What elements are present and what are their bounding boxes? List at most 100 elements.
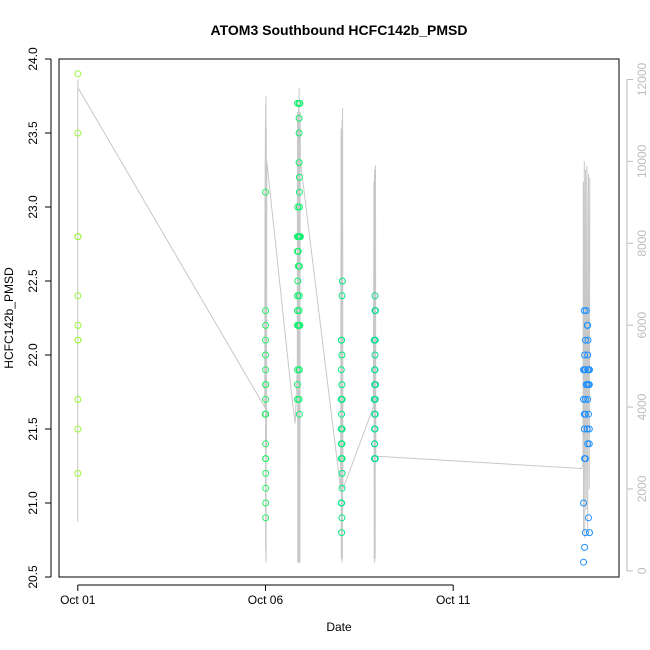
data-point: [581, 395, 589, 403]
x-tick-label: Oct 11: [436, 593, 471, 607]
data-point: [295, 114, 303, 122]
data-point: [262, 440, 270, 448]
data-point: [295, 159, 303, 167]
data-point: [584, 395, 592, 403]
data-point: [580, 499, 587, 507]
data-point: [338, 469, 346, 477]
y-left-tick-label: 21.5: [26, 417, 40, 441]
data-point: [584, 336, 592, 344]
data-point: [294, 277, 302, 285]
data-point: [262, 395, 270, 403]
y-right-tick-label: 6000: [635, 311, 649, 338]
data-point: [580, 425, 588, 433]
y-left-tick-label: 20.5: [26, 565, 40, 589]
data-point: [371, 425, 379, 433]
data-point: [296, 321, 304, 329]
data-point: [371, 351, 379, 359]
data-point: [294, 381, 301, 389]
y-right-tick-label: 0: [635, 567, 649, 574]
data-point: [371, 366, 379, 374]
data-point: [371, 440, 379, 448]
data-point: [296, 233, 304, 241]
data-point: [372, 381, 379, 389]
data-point: [372, 307, 379, 315]
y-right-tick-label: 12000: [635, 62, 649, 96]
data-point: [581, 336, 589, 344]
altitude-line: [77, 79, 591, 563]
data-point: [295, 366, 303, 374]
data-point: [295, 188, 303, 196]
data-point: [584, 351, 592, 359]
x-tick-label: Oct 01: [60, 593, 96, 607]
data-point: [338, 351, 346, 359]
data-point: [262, 514, 270, 522]
data-point: [262, 351, 269, 359]
data-points-layer: [74, 70, 593, 566]
data-point: [581, 351, 589, 359]
x-tick-label: Oct 06: [248, 593, 284, 607]
data-point: [262, 381, 270, 389]
x-axis-label: Date: [326, 620, 352, 634]
y-left-tick-label: 21.0: [26, 491, 40, 515]
data-point: [262, 469, 270, 477]
data-point: [371, 395, 379, 403]
data-point: [338, 381, 346, 389]
data-point: [580, 307, 588, 315]
data-point: [74, 336, 82, 344]
data-point: [581, 529, 589, 537]
data-point: [581, 455, 589, 463]
data-point: [295, 129, 303, 137]
data-point: [262, 366, 270, 374]
data-point: [262, 307, 270, 315]
data-point: [337, 366, 345, 374]
data-point: [338, 499, 346, 507]
y-axis-label: HCFC142b_PMSD: [2, 267, 16, 369]
data-point: [585, 440, 593, 448]
data-point: [295, 292, 303, 300]
data-point: [74, 469, 82, 477]
data-point: [338, 440, 346, 448]
data-point: [582, 307, 590, 315]
data-point: [74, 233, 82, 241]
data-point: [294, 247, 302, 255]
data-point: [262, 484, 270, 492]
data-point: [338, 455, 346, 463]
data-point: [371, 292, 379, 300]
data-point: [585, 381, 593, 389]
data-point: [262, 455, 270, 463]
data-point: [338, 277, 346, 285]
data-point: [262, 410, 270, 418]
data-point: [74, 425, 82, 433]
data-point: [580, 395, 587, 403]
altitude-trace-layer: [77, 79, 591, 563]
data-point: [586, 366, 593, 374]
axes-layer: 20.5 21.0 21.5 22.0 22.5 23.0 23.5 24.0 0 2000 400…: [26, 47, 649, 607]
data-point: [74, 70, 82, 78]
data-point: [262, 188, 269, 196]
data-point: [74, 321, 82, 329]
y-right-tick-label: 8000: [635, 230, 649, 257]
data-point: [581, 366, 589, 374]
data-point: [338, 395, 346, 403]
y-left-tick-label: 24.0: [26, 47, 40, 71]
data-point: [581, 543, 589, 551]
y-right-tick-label: 10000: [635, 144, 649, 178]
data-point: [338, 484, 346, 492]
data-point: [295, 262, 303, 270]
data-point: [74, 395, 82, 403]
data-point: [295, 410, 303, 418]
chart-title: ATOM3 Southbound HCFC142b_PMSD: [211, 22, 468, 38]
data-point: [338, 292, 346, 300]
data-point: [262, 499, 270, 507]
data-point: [338, 336, 346, 344]
data-point: [371, 455, 379, 463]
data-point: [371, 336, 379, 344]
plot-frame: [58, 58, 620, 578]
data-point: [371, 410, 379, 418]
data-point: [74, 292, 82, 300]
data-point: [583, 425, 591, 433]
data-point: [262, 321, 270, 329]
data-point: [295, 395, 303, 403]
data-point: [338, 514, 346, 522]
